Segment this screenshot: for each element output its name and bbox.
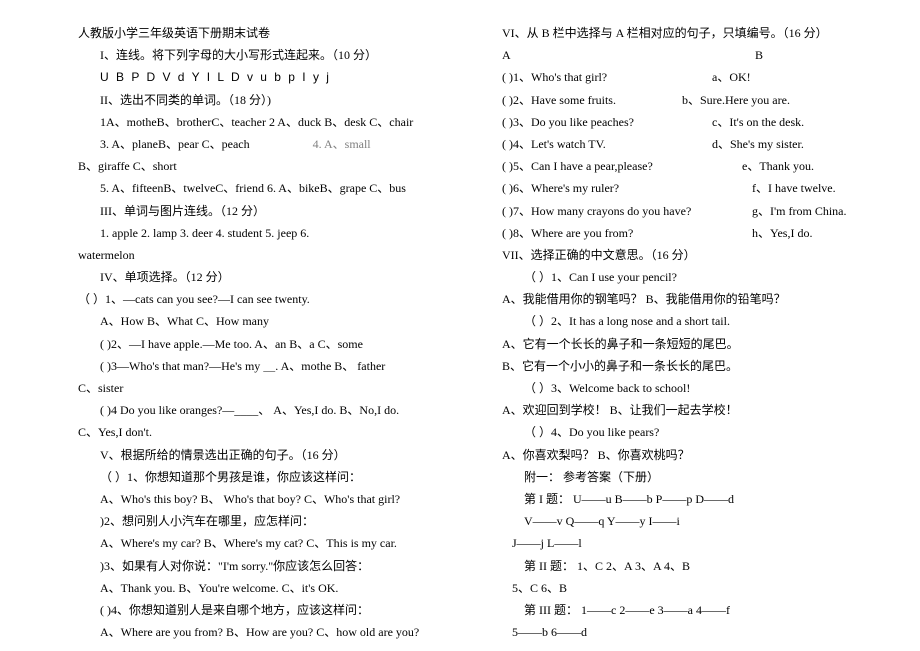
s6-r3a: ( )3、Do you like peaches?	[502, 111, 712, 133]
section-3-words: 1. apple 2. lamp 3. deer 4. student 5. j…	[78, 222, 466, 244]
appendix-l6: 第 III 题： 1——c 2——e 3——a 4——f	[502, 599, 890, 621]
right-column: VI、从 B 栏中选择与 A 栏相对应的句子，只填编号。（16 分） A B (…	[502, 22, 890, 643]
section-4-q2: ( )2、—I have apple.—Me too. A、an B、a C、s…	[78, 333, 466, 355]
section-5-q2-opts: A、Where's my car? B、Where's my cat? C、Th…	[78, 532, 466, 554]
s6-r2a: ( )2、Have some fruits.	[502, 89, 682, 111]
s7-q2-opt-b: B、它有一个小小的鼻子和一条长长的尾巴。	[502, 355, 890, 377]
s7-q3: （ ）3、Welcome back to school!	[502, 377, 890, 399]
section-5-q3: )3、如果有人对你说："I'm sorry."你应该怎么回答：	[78, 555, 466, 577]
section-2-q1: 1A、motheB、brotherC、teacher 2 A、duck B、de…	[78, 111, 466, 133]
section-5-q4: ( )4、你想知道别人是来自哪个地方，应该这样问：	[78, 599, 466, 621]
section-5-heading: V、根据所给的情景选出正确的句子。（16 分）	[78, 444, 466, 466]
s6-r7b: g、I'm from China.	[752, 204, 846, 218]
s6-row-8: ( )8、Where are you from?h、Yes,I do.	[502, 222, 890, 244]
section-2-heading: II、选出不同类的单词。（18 分）)	[78, 89, 466, 111]
s6-r8a: ( )8、Where are you from?	[502, 222, 752, 244]
s6-r1b: a、OK!	[712, 70, 751, 84]
section-5-q1: （ ）1、你想知道那个男孩是谁，你应该这样问：	[78, 466, 466, 488]
s6-r4a: ( )4、Let's watch TV.	[502, 133, 712, 155]
section-1-letters: U B P D V d Y I L D v u b p I y j	[78, 66, 466, 88]
s7-q1-opts: A、我能借用你的钢笔吗？ B、我能借用你的铅笔吗？	[502, 288, 890, 310]
s6-r1a: ( )1、Who's that girl?	[502, 66, 712, 88]
section-4-q1: （ ）1、—cats can you see?—I can see twenty…	[78, 288, 466, 310]
s6-r2b: b、Sure.Here you are.	[682, 93, 790, 107]
s6-row-4: ( )4、Let's watch TV.d、She's my sister.	[502, 133, 890, 155]
appendix-l2: V——v Q——q Y——y I——i	[502, 510, 890, 532]
page-columns: 人教版小学三年级英语下册期末试卷 I、连线。将下列字母的大小写形式连起来。（10…	[78, 22, 890, 643]
s7-q4: （ ）4、Do you like pears?	[502, 421, 890, 443]
section-4-q3: ( )3—Who's that man?—He's my ＿. A、mothe …	[78, 355, 466, 377]
col-a-head: A	[502, 44, 752, 66]
appendix-l4: 第 II 题： 1、C 2、A 3、A 4、B	[502, 555, 890, 577]
s6-row-2: ( )2、Have some fruits.b、Sure.Here you ar…	[502, 89, 890, 111]
section-3-words-2: watermelon	[78, 244, 466, 266]
s6-row-1: ( )1、Who's that girl?a、OK!	[502, 66, 890, 88]
s6-r3b: c、It's on the desk.	[712, 115, 804, 129]
appendix-l7: 5——b 6——d	[502, 621, 890, 643]
s7-q2-opt-a: A、它有一个长长的鼻子和一条短短的尾巴。	[502, 333, 890, 355]
section-4-q3b: C、sister	[78, 377, 466, 399]
s7-q1: （ ）1、Can I use your pencil?	[502, 266, 890, 288]
s7-q3-opts: A、欢迎回到学校！ B、让我们一起去学校！	[502, 399, 890, 421]
s2-q3a: 3. A、planeB、pear C、peach	[100, 137, 250, 151]
section-1-heading: I、连线。将下列字母的大小写形式连起来。（10 分）	[78, 44, 466, 66]
s6-r5b: e、Thank you.	[742, 159, 814, 173]
s6-r8b: h、Yes,I do.	[752, 226, 812, 240]
s6-r5a: ( )5、Can I have a pear,please?	[502, 155, 742, 177]
section-4-heading: IV、单项选择。（12 分）	[78, 266, 466, 288]
s6-row-3: ( )3、Do you like peaches?c、It's on the d…	[502, 111, 890, 133]
col-b-head: B	[755, 48, 763, 62]
appendix-l1: 第 I 题： U——u B——b P——p D——d	[502, 488, 890, 510]
section-2-q5: 5. A、fifteenB、twelveC、friend 6. A、bikeB、…	[78, 177, 466, 199]
section-3-heading: III、单词与图片连线。（12 分）	[78, 200, 466, 222]
section-6-ab: A B	[502, 44, 890, 66]
s6-r6b: f、I have twelve.	[752, 181, 836, 195]
s6-row-6: ( )6、Where's my ruler?f、I have twelve.	[502, 177, 890, 199]
s7-q4-opts: A、你喜欢梨吗？ B、你喜欢桃吗？	[502, 444, 890, 466]
appendix-heading: 附一： 参考答案（下册）	[502, 466, 890, 488]
appendix-l5: 5、C 6、B	[502, 577, 890, 599]
section-5-q2: )2、想问别人小汽车在哪里，应怎样问：	[78, 510, 466, 532]
section-2-q3: 3. A、planeB、pear C、peach 4. A、small	[78, 133, 466, 155]
s6-row-7: ( )7、How many crayons do you have?g、I'm …	[502, 200, 890, 222]
section-4-q1-opts: A、How B、What C、How many	[78, 310, 466, 332]
section-4-q4: ( )4 Do you like oranges?—____、 A、Yes,I …	[78, 399, 466, 421]
s6-r4b: d、She's my sister.	[712, 137, 804, 151]
section-6-heading: VI、从 B 栏中选择与 A 栏相对应的句子，只填编号。（16 分）	[502, 22, 890, 44]
section-7-heading: VII、选择正确的中文意思。（16 分）	[502, 244, 890, 266]
section-4-q4b: C、Yes,I don't.	[78, 421, 466, 443]
s6-row-5: ( )5、Can I have a pear,please?e、Thank yo…	[502, 155, 890, 177]
section-2-q3c: B、giraffe C、short	[78, 155, 466, 177]
section-5-q3-opts: A、Thank you. B、You're welcome. C、it's OK…	[78, 577, 466, 599]
appendix-l3: J——j L——l	[502, 532, 890, 554]
doc-title: 人教版小学三年级英语下册期末试卷	[78, 22, 466, 44]
s6-r7a: ( )7、How many crayons do you have?	[502, 200, 752, 222]
section-5-q1-opts: A、Who's this boy? B、 Who's that boy? C、W…	[78, 488, 466, 510]
section-5-q4-opts: A、Where are you from? B、How are you? C、h…	[78, 621, 466, 643]
s2-q3b: 4. A、small	[313, 137, 371, 151]
left-column: 人教版小学三年级英语下册期末试卷 I、连线。将下列字母的大小写形式连起来。（10…	[78, 22, 466, 643]
s7-q2: （ ）2、It has a long nose and a short tail…	[502, 310, 890, 332]
s6-r6a: ( )6、Where's my ruler?	[502, 177, 752, 199]
